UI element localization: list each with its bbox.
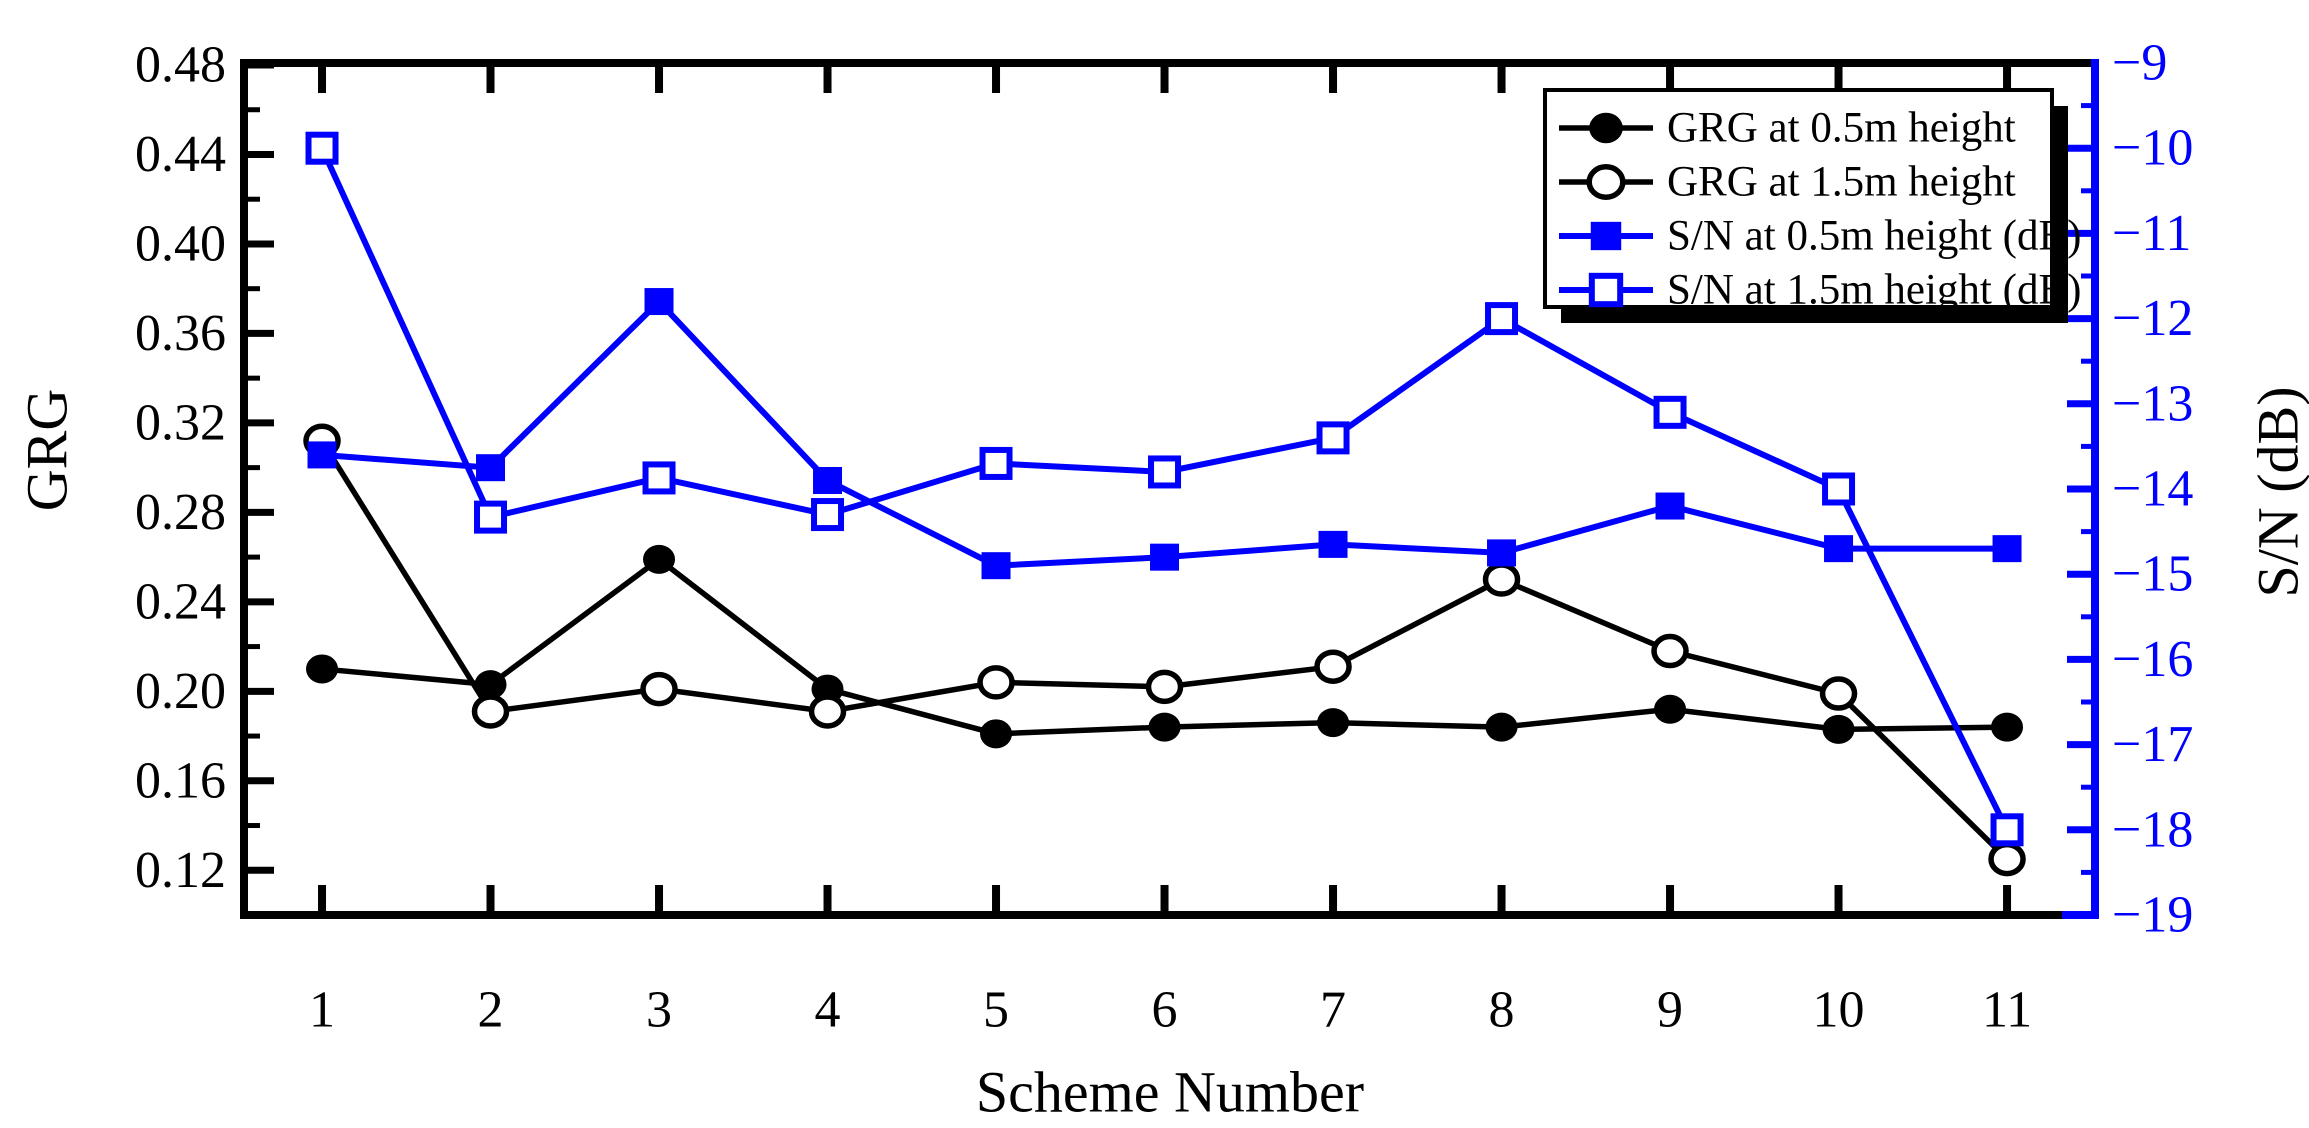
y-left-tick-label: 0.40 (135, 215, 226, 272)
series-s-n-at-1-5m-height-db (305, 131, 2024, 847)
y-right-tick-label: −15 (2112, 546, 2193, 603)
data-point-marker (977, 665, 1015, 700)
x-axis-title: Scheme Number (976, 1060, 1364, 1125)
data-point-marker (1316, 421, 1350, 455)
y-right-tick-label: −18 (2112, 801, 2193, 858)
data-point-marker (1148, 455, 1182, 489)
data-point-marker (1822, 714, 1855, 744)
y-right-tick-label: −19 (2112, 887, 2193, 944)
data-point-marker (981, 552, 1011, 580)
y-right-tick-label: −9 (2112, 35, 2167, 92)
x-tick-label: 9 (1657, 982, 1683, 1039)
data-point-marker (644, 288, 674, 316)
data-point-marker (640, 671, 678, 707)
x-tick-label: 7 (1320, 982, 1346, 1039)
data-point-marker (1150, 543, 1180, 571)
data-point-marker (1990, 813, 2024, 847)
y-right-tick-label: −17 (2112, 716, 2193, 773)
data-point-marker (980, 719, 1013, 749)
y-left-tick-label: 0.16 (135, 752, 226, 809)
data-point-marker (1588, 272, 1624, 308)
y-right-tick-label: −11 (2112, 205, 2191, 262)
x-tick-label: 2 (478, 982, 504, 1039)
data-point-marker (306, 654, 339, 684)
data-point-marker (808, 694, 847, 729)
data-point-marker (642, 461, 676, 495)
x-tick-label: 5 (983, 982, 1009, 1039)
legend: GRG at 0.5m height GRG at 1.5m height S/N … (1543, 88, 2081, 323)
y-left-tick-label: 0.48 (135, 37, 226, 94)
data-point-marker (474, 670, 507, 700)
data-point-marker (471, 694, 510, 729)
y-axis-title-left: GRG (15, 389, 80, 511)
data-point-marker (1314, 649, 1352, 684)
legend-item: S/N at 0.5m height (dB) (1559, 213, 2081, 260)
axes: 1 2 3 4 5 6 7 8 9 10 11 0.48 0.44 0.40 0.36 0.32 0.28 0.2… (135, 35, 2193, 1039)
data-point-marker (1824, 535, 1854, 563)
data-point-marker (474, 500, 508, 534)
y-left-tick-label: 0.20 (135, 663, 226, 720)
series-s-n-at-0-5m-height-db (307, 288, 2022, 580)
y-left-tick-label: 0.28 (135, 484, 226, 541)
series-grg-at-0-5m-height (306, 544, 2024, 749)
y-left-tick-label: 0.32 (135, 394, 226, 451)
x-tick-label: 6 (1152, 982, 1178, 1039)
data-point-marker (1590, 221, 1622, 251)
y-left-tick-label: 0.36 (135, 305, 226, 362)
y-right-tick-label: −16 (2112, 631, 2193, 688)
data-point-marker (643, 544, 676, 574)
data-point-marker (1485, 712, 1518, 742)
data-point-marker (1819, 676, 1858, 711)
data-point-marker (1992, 535, 2022, 563)
legend-item: GRG at 1.5m height (1559, 159, 2016, 206)
data-point-marker (1653, 395, 1687, 429)
legend-item: S/N at 1.5m height (dB) (1559, 267, 2081, 314)
data-point-marker (1991, 712, 2024, 742)
y-right-tick-label: −12 (2112, 290, 2193, 347)
data-point-marker (1586, 164, 1626, 200)
legend-label: GRG at 1.5m height (1667, 159, 2016, 206)
y-right-tick-label: −14 (2112, 461, 2193, 518)
data-point-marker (1589, 112, 1623, 144)
data-point-marker (1145, 669, 1184, 705)
data-point-marker (1822, 472, 1856, 506)
y-left-tick-label: 0.12 (135, 842, 226, 899)
x-tick-label: 8 (1489, 982, 1515, 1039)
data-point-marker (1654, 694, 1687, 724)
data-point-marker (979, 446, 1013, 480)
data-point-marker (1317, 708, 1350, 738)
data-point-marker (1487, 539, 1517, 567)
legend-label: GRG at 0.5m height (1667, 105, 2016, 152)
data-point-marker (1485, 302, 1519, 336)
data-point-marker (305, 131, 339, 165)
x-tick-label: 1 (309, 982, 335, 1039)
y-left-tick-label: 0.24 (135, 573, 226, 630)
y-axis-title-right: S/N (dB) (2246, 386, 2309, 597)
data-point-marker (1482, 562, 1521, 597)
legend-label: S/N at 0.5m height (dB) (1667, 213, 2081, 260)
data-point-marker (307, 441, 337, 469)
x-tick-label: 11 (1982, 982, 2032, 1039)
data-point-marker (1318, 530, 1348, 558)
legend-label: S/N at 1.5m height (dB) (1667, 267, 2081, 314)
data-point-marker (813, 466, 843, 494)
data-point-marker (1148, 712, 1181, 742)
data-point-marker (1651, 633, 1689, 669)
y-right-tick-label: −13 (2112, 375, 2193, 432)
data-point-marker (1988, 841, 2026, 877)
y-right-tick-label: −10 (2112, 120, 2193, 177)
data-point-marker (476, 454, 506, 482)
x-tick-label: 4 (815, 982, 841, 1039)
data-point-marker (811, 498, 845, 532)
x-tick-label: 3 (646, 982, 672, 1039)
data-point-marker (1655, 492, 1685, 520)
legend-item: GRG at 0.5m height (1559, 105, 2016, 152)
y-left-tick-label: 0.44 (135, 126, 226, 183)
x-tick-label: 10 (1813, 982, 1865, 1039)
